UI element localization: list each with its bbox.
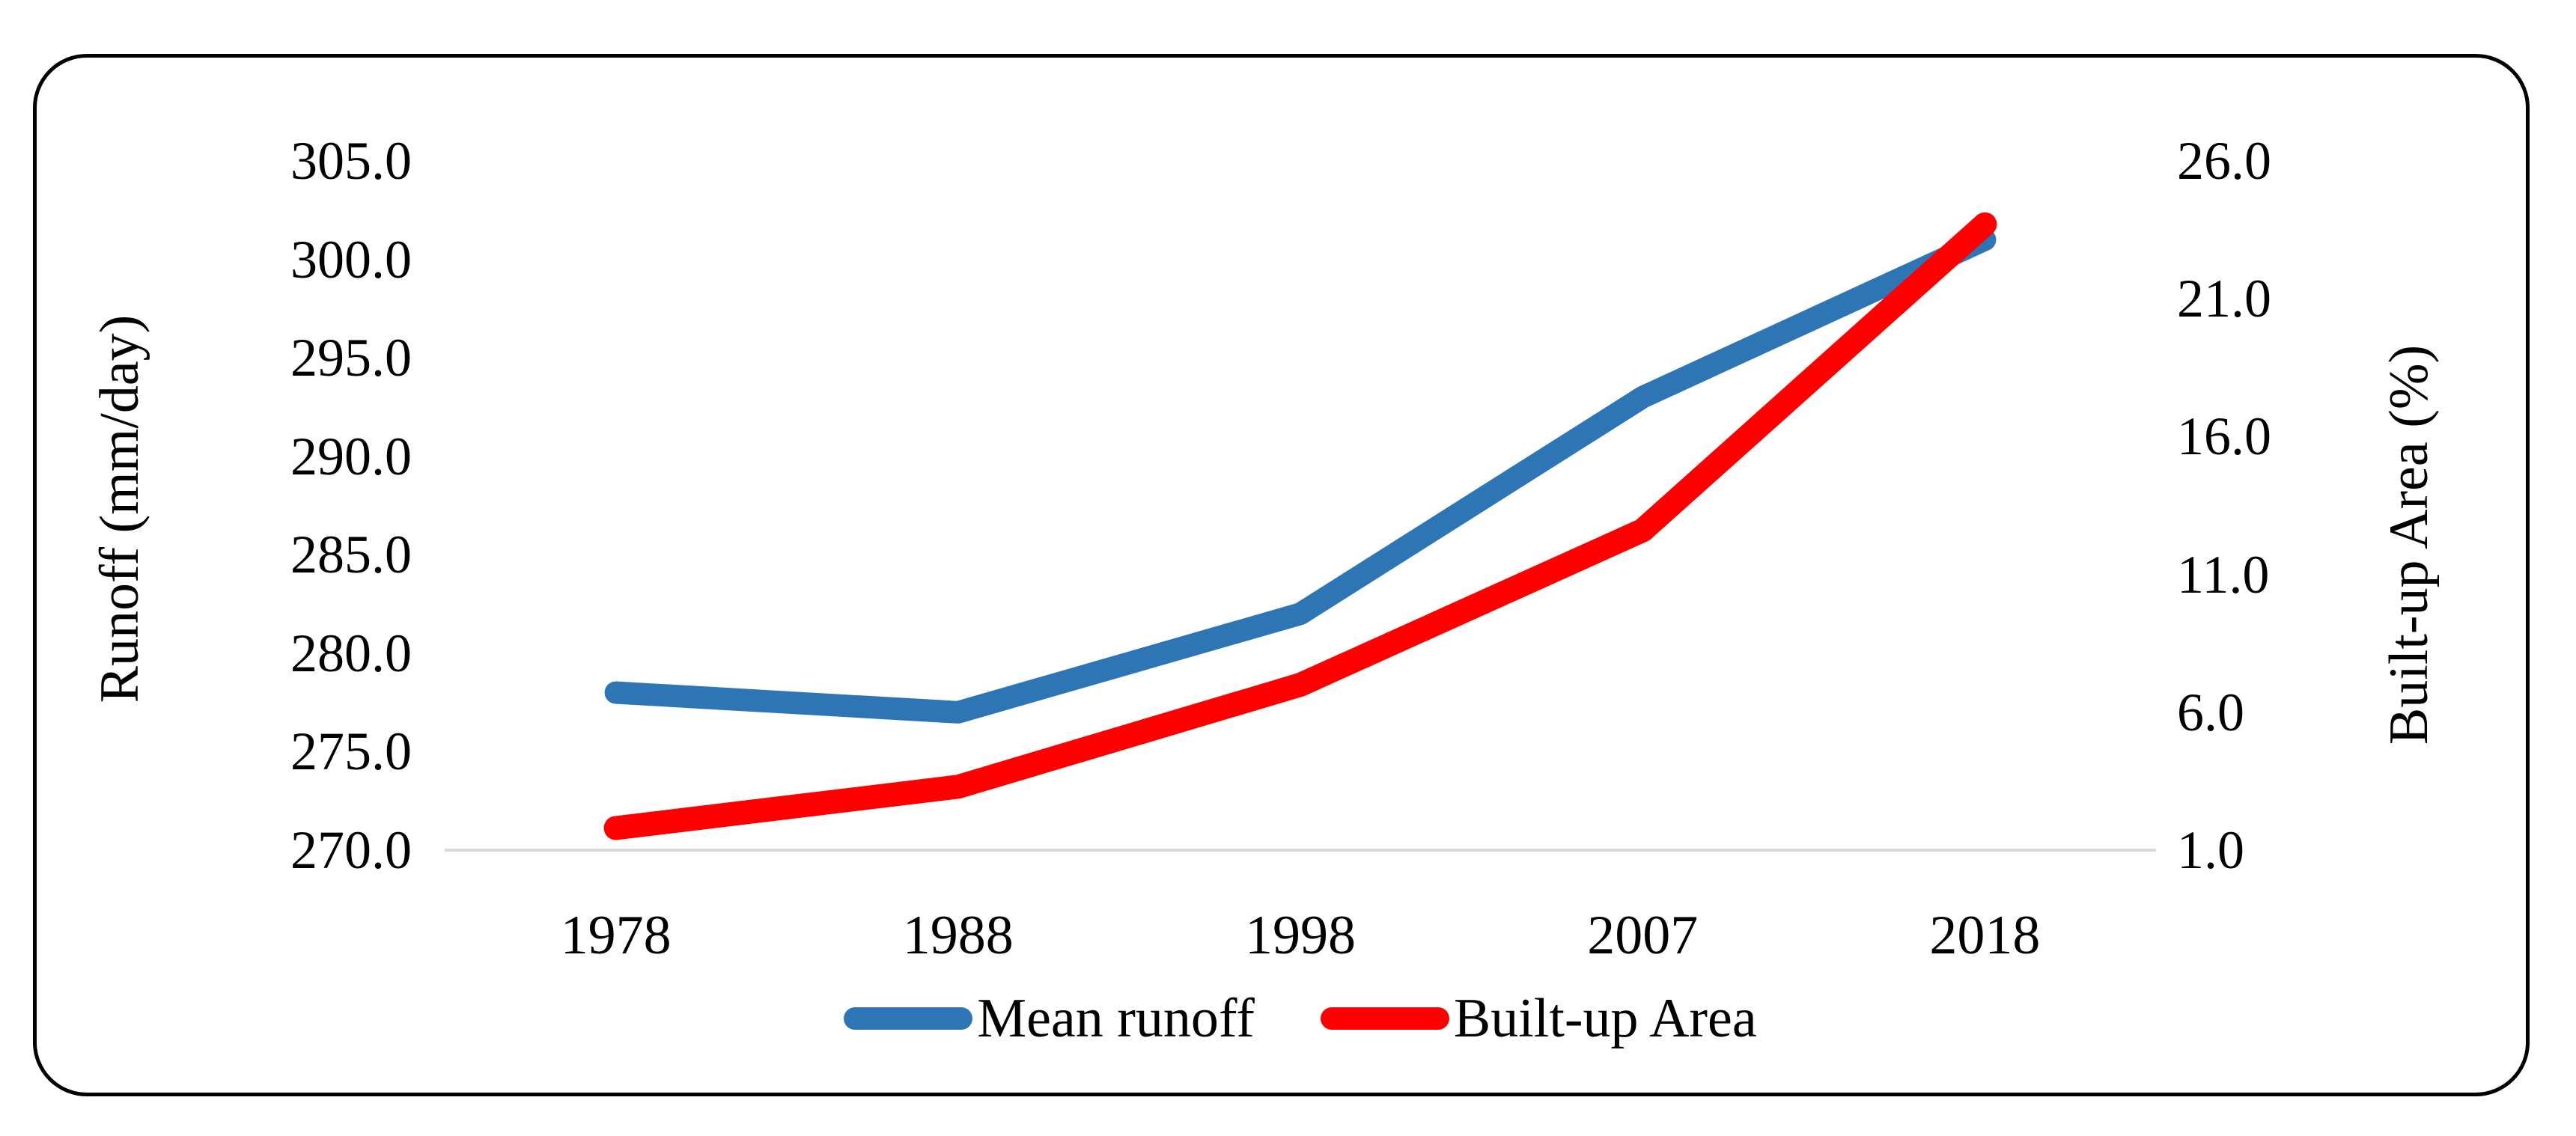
y-right-tick-label: 11.0 xyxy=(2177,544,2270,605)
y-left-tick-label: 305.0 xyxy=(290,131,412,191)
legend-label-built-up-area: Built-up Area xyxy=(1453,988,1757,1049)
y-left-tick-label: 300.0 xyxy=(290,229,412,290)
legend-label-mean-runoff: Mean runoff xyxy=(977,988,1255,1049)
mean-runoff-line xyxy=(604,228,1997,724)
y-axis-right-title: Built-up Area (%) xyxy=(2378,344,2440,745)
chart-frame-border xyxy=(33,54,2530,1096)
y-right-tick-label: 26.0 xyxy=(2177,131,2271,191)
x-tick-label: 1988 xyxy=(902,905,1014,966)
mean-runoff-legend-swatch-icon xyxy=(844,1007,973,1030)
legend-item-built-up-area: Built-up Area xyxy=(1320,988,1757,1049)
legend-item-mean-runoff: Mean runoff xyxy=(844,991,1255,1046)
y-left-tick-label: 270.0 xyxy=(290,820,412,880)
built-up-area-line xyxy=(603,212,1997,840)
built-up-area-legend-swatch-icon xyxy=(1320,1007,1449,1030)
y-right-tick-label: 1.0 xyxy=(2177,820,2244,880)
y-left-tick-label: 280.0 xyxy=(290,623,412,683)
chart-legend: Mean runoff Built-up Area xyxy=(445,985,2156,1052)
y-left-tick-label: 285.0 xyxy=(290,525,412,585)
y-left-tick-label: 290.0 xyxy=(290,426,412,486)
y-right-tick-label: 16.0 xyxy=(2177,406,2271,467)
x-tick-label: 1978 xyxy=(560,905,672,966)
y-right-tick-label: 21.0 xyxy=(2177,269,2271,329)
y-right-tick-label: 6.0 xyxy=(2177,682,2244,742)
x-tick-label: 2018 xyxy=(1929,905,2041,966)
x-tick-label: 1998 xyxy=(1245,905,1356,966)
y-left-tick-label: 275.0 xyxy=(290,721,412,782)
x-tick-label: 2007 xyxy=(1587,905,1699,966)
y-axis-left-title: Runoff (mm/day) xyxy=(89,314,150,703)
y-left-tick-label: 295.0 xyxy=(290,328,412,388)
